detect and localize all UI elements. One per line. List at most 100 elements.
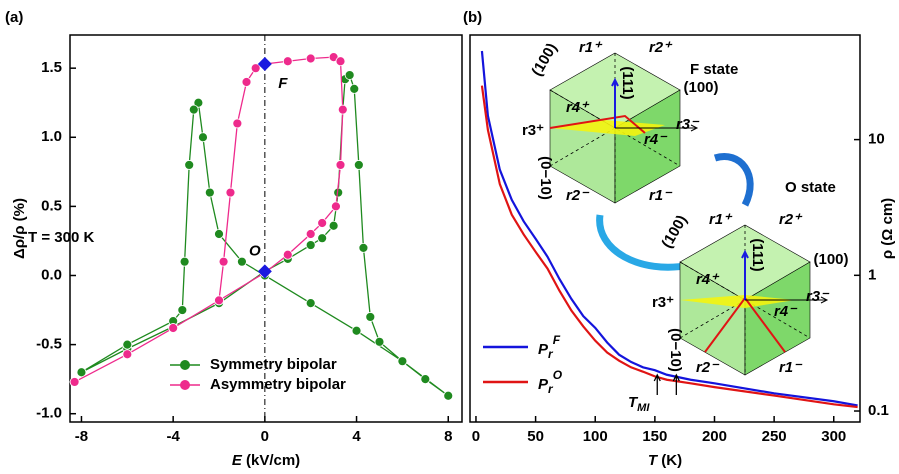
data-point <box>306 54 315 63</box>
data-point <box>375 337 384 346</box>
data-point <box>336 57 345 66</box>
data-point <box>70 377 79 386</box>
data-point <box>350 84 359 93</box>
cube-label: r1⁺ <box>579 39 603 56</box>
data-point <box>283 250 292 259</box>
data-point <box>421 375 430 384</box>
state-label: F <box>278 75 288 92</box>
cube-label: (100) <box>813 251 848 268</box>
cube-label: (111) <box>619 66 636 99</box>
data-point <box>77 368 86 377</box>
data-point <box>242 77 251 86</box>
cube-label: r3⁺ <box>652 294 674 311</box>
y-tick-label: 10 <box>868 131 885 148</box>
legend-marker <box>180 360 190 370</box>
data-point <box>336 160 345 169</box>
cube: (100)r1⁺r2⁺(111)(100)r4⁺r3⁺r3⁻r4⁻(0−10)r… <box>652 211 849 376</box>
data-point <box>169 324 178 333</box>
cube-label: r4⁺ <box>696 271 720 288</box>
data-point <box>198 133 207 142</box>
x-tick-label: 0 <box>472 428 480 445</box>
x-tick-label: 50 <box>527 428 544 445</box>
cube-label: (100) <box>658 212 690 251</box>
panel-label: (a) <box>5 9 23 26</box>
cube-label: (100) <box>528 40 560 79</box>
series-line <box>75 57 343 382</box>
x-tick-label: 200 <box>702 428 727 445</box>
data-point <box>359 243 368 252</box>
y-tick-label: 0.1 <box>868 402 889 419</box>
state-label: O <box>249 242 261 259</box>
legend-label: PrO <box>538 368 563 396</box>
y-tick-label: 1.5 <box>41 59 62 76</box>
data-point <box>178 306 187 315</box>
x-tick-label: 8 <box>444 428 452 445</box>
data-point <box>215 230 224 239</box>
legend-marker <box>180 380 190 390</box>
state-title: O state <box>785 179 836 196</box>
x-tick-label: 250 <box>762 428 787 445</box>
data-point <box>329 221 338 230</box>
cube-label: (0−10) <box>667 328 684 372</box>
data-point <box>306 241 315 250</box>
cube-label: r4⁻ <box>774 303 798 320</box>
data-point <box>123 350 132 359</box>
data-point <box>366 312 375 321</box>
y-tick-label: 0.5 <box>41 197 62 214</box>
transition-arrow <box>673 375 679 395</box>
cube-label: (100) <box>683 79 718 96</box>
y-tick-label: -1.0 <box>36 405 62 422</box>
data-point <box>180 257 189 266</box>
legend-label: PrF <box>538 333 561 361</box>
data-point <box>345 71 354 80</box>
y-tick-label: 1.0 <box>41 128 62 145</box>
x-tick-label: 150 <box>642 428 667 445</box>
x-axis-label: E (kV/cm) <box>232 452 300 469</box>
data-point <box>123 340 132 349</box>
state-arrow <box>715 156 750 205</box>
x-axis-label: T (K) <box>648 452 682 469</box>
legend-label: Symmetry bipolar <box>210 356 337 373</box>
cube-label: r2⁻ <box>566 187 590 204</box>
annotation: T = 300 K <box>28 229 94 246</box>
x-tick-label: 0 <box>261 428 269 445</box>
data-point <box>251 64 260 73</box>
cube-label: r1⁻ <box>779 359 803 376</box>
panel-label: (b) <box>463 9 482 26</box>
data-point <box>354 160 363 169</box>
cube-label: r3⁺ <box>522 122 544 139</box>
data-point <box>318 234 327 243</box>
cube-label: r3⁻ <box>676 116 700 133</box>
cube-label: r2⁺ <box>649 39 673 56</box>
cube-label: (0−10) <box>537 156 554 200</box>
data-point <box>318 218 327 227</box>
data-point <box>283 57 292 66</box>
x-tick-label: 4 <box>352 428 361 445</box>
data-point <box>219 257 228 266</box>
figure: (a)-8-40481.51.00.50.0-0.5-1.0E (kV/cm)Δ… <box>0 0 899 474</box>
data-point <box>352 326 361 335</box>
cube-label: r1⁻ <box>649 187 673 204</box>
cube-label: r4⁻ <box>644 131 668 148</box>
data-point <box>226 188 235 197</box>
y-tick-label: -0.5 <box>36 336 62 353</box>
cube-label: (111) <box>749 238 766 271</box>
data-point <box>185 160 194 169</box>
cube-label: r2⁻ <box>696 359 720 376</box>
data-point <box>398 357 407 366</box>
data-point <box>306 299 315 308</box>
y-axis-label: Δρ/ρ (%) <box>11 198 28 259</box>
x-tick-label: -8 <box>75 428 88 445</box>
x-tick-label: 300 <box>821 428 846 445</box>
data-point <box>233 119 242 128</box>
cube-label: r4⁺ <box>566 99 590 116</box>
state-title: F state <box>690 61 738 78</box>
y-axis-label: ρ (Ω cm) <box>879 198 896 259</box>
cube-label: r3⁻ <box>806 288 830 305</box>
data-point <box>189 105 198 114</box>
data-point <box>306 230 315 239</box>
cube-label: r1⁺ <box>709 211 733 228</box>
x-tick-label: -4 <box>166 428 180 445</box>
x-tick-label: 100 <box>583 428 608 445</box>
data-point <box>338 105 347 114</box>
